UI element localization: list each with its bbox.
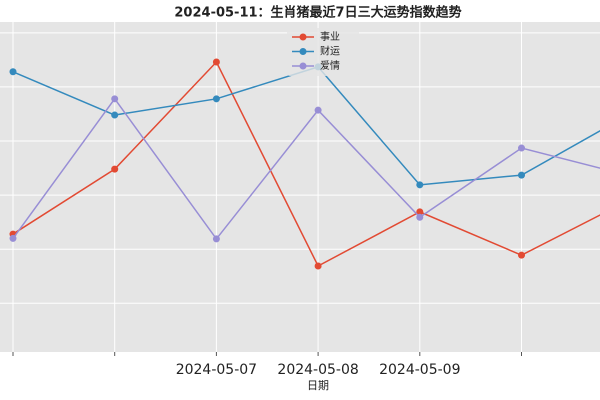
point: [518, 144, 525, 152]
legend-marker: [299, 33, 307, 41]
x-axis-label: 日期: [307, 379, 329, 392]
legend-marker: [299, 48, 307, 55]
point: [314, 106, 322, 114]
x-tick-label: 2024-05-09: [379, 362, 460, 378]
point: [111, 95, 119, 103]
x-tick-label: 2024-05-07: [176, 362, 257, 378]
chart-title: 2024-05-11：生肖猪最近7日三大运势指数趋势: [174, 5, 461, 21]
legend-label: 事业: [320, 30, 340, 43]
x-tick-label: 2024-05-08: [277, 362, 358, 378]
legend-label: 财运: [320, 45, 340, 58]
point: [9, 234, 17, 242]
point: [212, 235, 220, 243]
legend-marker: [299, 62, 307, 70]
point: [518, 171, 525, 179]
point: [416, 208, 424, 216]
point: [518, 251, 525, 259]
point: [416, 181, 424, 189]
point: [314, 262, 322, 270]
point: [9, 68, 17, 76]
point: [416, 213, 424, 221]
point: [212, 95, 220, 103]
point: [111, 111, 119, 119]
point: [212, 58, 220, 66]
plot-area: [0, 22, 600, 352]
point: [111, 165, 119, 173]
legend-label: 爱情: [320, 59, 340, 72]
